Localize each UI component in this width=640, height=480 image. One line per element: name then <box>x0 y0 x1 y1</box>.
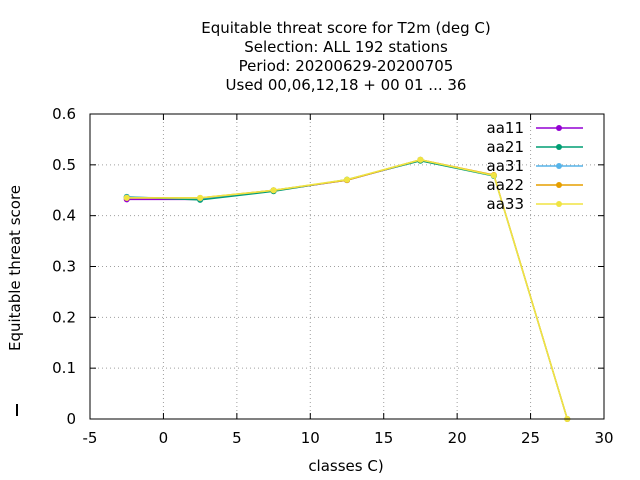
y-tick-label: 0.3 <box>52 258 76 276</box>
data-point-aa33 <box>123 194 130 201</box>
data-point-aa33 <box>417 156 424 163</box>
legend-marker-aa22 <box>556 182 562 188</box>
x-tick-label: 0 <box>159 429 169 447</box>
legend-label-aa33: aa33 <box>487 195 524 213</box>
x-tick-label: 5 <box>232 429 242 447</box>
title-line-4: Used 00,06,12,18 + 00 01 ... 36 <box>226 76 467 94</box>
data-point-aa33 <box>197 194 204 201</box>
series <box>123 156 571 422</box>
legend-label-aa22: aa22 <box>487 176 524 194</box>
legend-label-aa11: aa11 <box>487 119 524 137</box>
y-axis-label: Equitable threat score <box>6 185 24 351</box>
y-tick-label: 0.6 <box>52 105 76 123</box>
legend-marker-aa21 <box>556 144 562 150</box>
y-tick-label: 0.1 <box>52 359 76 377</box>
title-line-2: Selection: ALL 192 stations <box>244 38 448 56</box>
x-tick-label: 20 <box>448 429 467 447</box>
grid <box>89 113 605 420</box>
y-tick-label: 0.4 <box>52 207 76 225</box>
x-tick-label: 10 <box>301 429 320 447</box>
x-tick-label: 30 <box>594 429 613 447</box>
x-axis-label: classes C) <box>308 457 383 475</box>
legend-label-aa21: aa21 <box>487 138 524 156</box>
legend-label-aa31: aa31 <box>487 157 524 175</box>
y-tick-labels: 0 0.1 0.2 0.3 0.4 0.5 0.6 <box>52 105 76 428</box>
data-point-aa33 <box>270 187 277 194</box>
plot-frame <box>89 113 605 420</box>
y-tick-label: 0.5 <box>52 156 76 174</box>
title-line-1: Equitable threat score for T2m (deg C) <box>201 19 491 37</box>
x-tick-label: 15 <box>374 429 393 447</box>
legend-marker-aa33 <box>556 201 562 207</box>
x-tick-label: 25 <box>521 429 540 447</box>
legend-marker-aa31 <box>556 163 562 169</box>
x-tick-label: -5 <box>83 429 98 447</box>
title-line-3: Period: 20200629-20200705 <box>239 57 454 75</box>
legend-marker-aa11 <box>556 125 562 131</box>
chart-title: Equitable threat score for T2m (deg C) S… <box>201 19 491 94</box>
data-point-aa33 <box>490 172 497 179</box>
y-tick-label: 0 <box>66 410 76 428</box>
data-point-aa33 <box>344 176 350 183</box>
y-tick-label: 0.2 <box>52 308 76 326</box>
x-tick-labels: -5 0 5 10 15 20 25 30 <box>83 429 614 447</box>
